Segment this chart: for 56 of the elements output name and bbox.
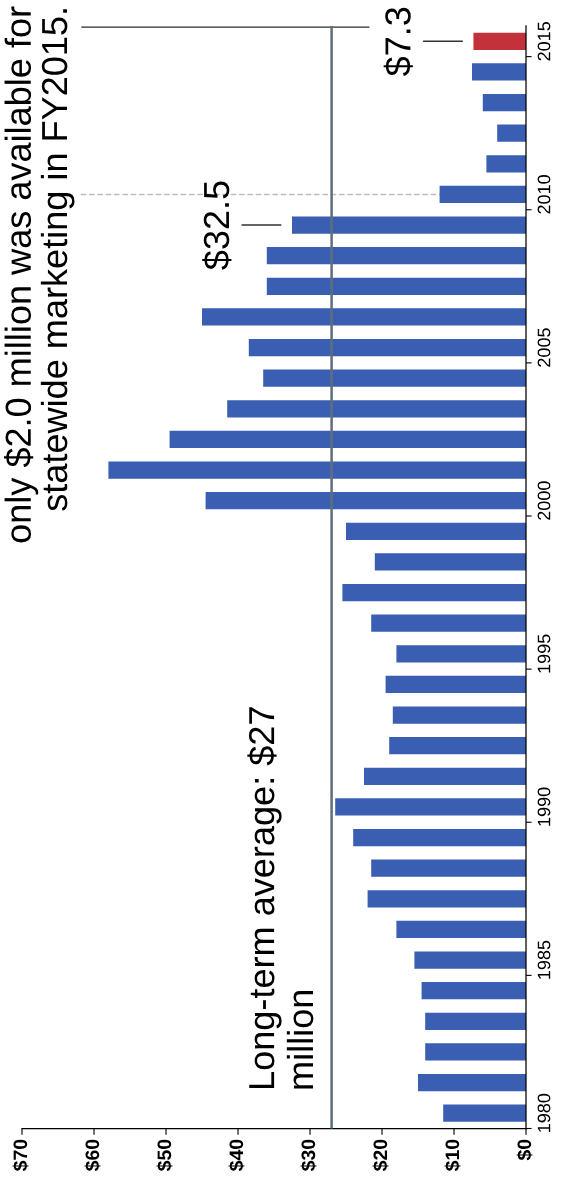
bar — [266, 247, 526, 265]
x-tick-label: $10 — [444, 1139, 461, 1172]
bar — [202, 308, 526, 326]
x-tick-label: $70 — [12, 1139, 29, 1172]
bar — [497, 124, 526, 142]
bar — [371, 614, 526, 632]
y-tick-label: 1995 — [537, 634, 551, 673]
bar — [389, 737, 526, 755]
y-tick-label: 1980 — [537, 1093, 551, 1132]
ref-line-label: Long-term average: $27 million — [247, 707, 314, 1089]
data-label: $7.3 — [383, 7, 413, 77]
bar — [364, 767, 526, 785]
bar — [371, 859, 526, 877]
x-tick-label: $40 — [228, 1139, 245, 1172]
bar — [396, 920, 526, 939]
x-tick-label: $60 — [84, 1139, 101, 1172]
bar — [367, 890, 526, 908]
bar — [353, 828, 526, 847]
bar — [169, 430, 526, 449]
data-label: $32.5 — [202, 181, 232, 270]
bar — [486, 155, 526, 173]
bar — [396, 645, 526, 663]
y-tick-label: 2000 — [537, 481, 551, 520]
bar — [374, 553, 526, 571]
bar — [292, 216, 526, 234]
bar — [266, 277, 526, 295]
x-tick-label: $30 — [300, 1139, 317, 1172]
bar — [414, 951, 526, 969]
bar — [346, 522, 526, 540]
bar — [439, 185, 526, 204]
bar — [385, 675, 526, 694]
bar — [248, 338, 526, 357]
bar — [425, 1043, 526, 1061]
bar — [227, 400, 526, 418]
bar — [342, 583, 526, 602]
bar — [473, 32, 526, 50]
bar — [418, 1073, 526, 1092]
x-tick-label: $20 — [372, 1139, 389, 1172]
bar — [392, 706, 526, 724]
bar — [205, 492, 526, 510]
bar — [335, 798, 526, 816]
bar — [443, 1104, 526, 1122]
y-tick-label: 1990 — [537, 787, 551, 826]
bar — [263, 369, 526, 387]
bar — [482, 93, 526, 112]
bar — [421, 982, 526, 1000]
annotation: only $2.0 million was available for statewide marketing in FY2015. — [4, 6, 75, 543]
y-tick-label: 2005 — [537, 328, 551, 367]
x-tick-label: $0 — [516, 1139, 533, 1161]
bar — [425, 1012, 526, 1030]
y-tick-label: 2015 — [537, 21, 551, 61]
y-tick-label: 1985 — [537, 940, 551, 979]
x-tick-label: $50 — [156, 1139, 173, 1172]
bar — [108, 461, 526, 479]
y-tick-label: 2010 — [537, 175, 551, 214]
bar — [472, 63, 526, 81]
